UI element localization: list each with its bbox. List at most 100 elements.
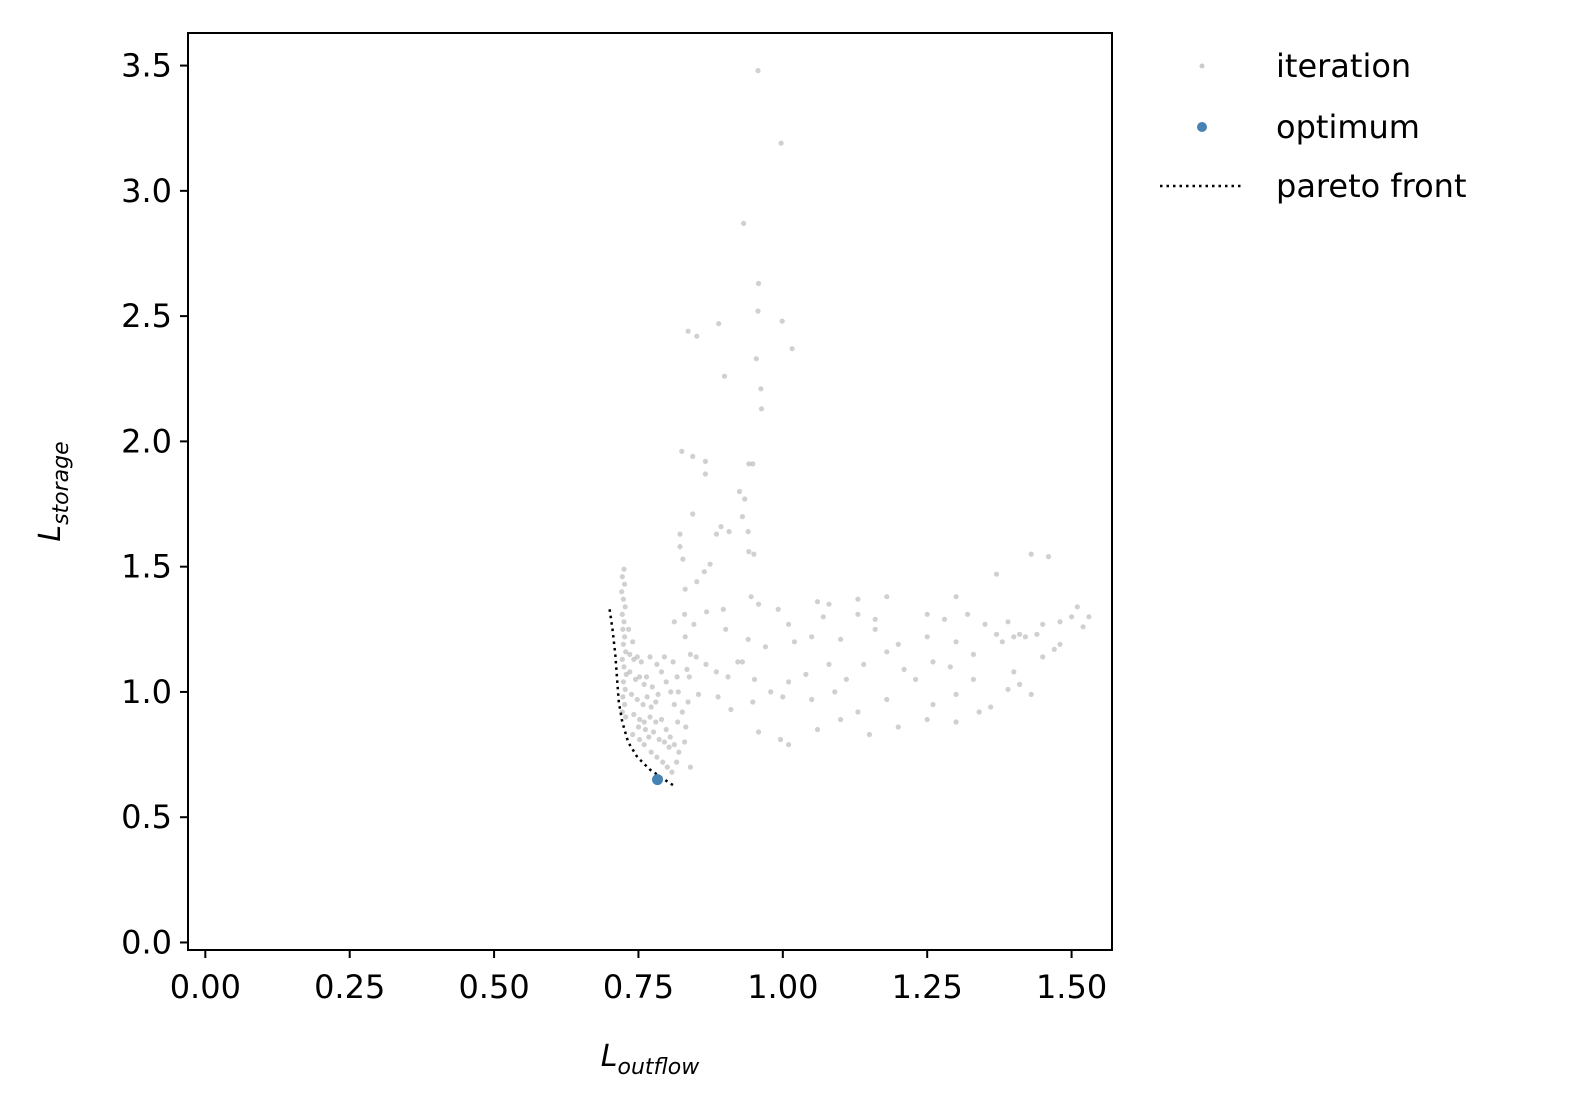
iteration-point — [669, 769, 675, 775]
iteration-point — [970, 676, 977, 683]
iteration-point — [779, 318, 785, 324]
iteration-point — [650, 729, 657, 735]
iteration-point — [642, 726, 649, 733]
iteration-point — [755, 308, 761, 314]
y-tick-label: 1.0 — [121, 673, 172, 711]
iteration-point — [647, 654, 653, 660]
iteration-point — [661, 654, 668, 660]
iteration-point — [1011, 669, 1017, 675]
iteration-point — [680, 556, 686, 562]
iteration-point — [713, 669, 720, 675]
iteration-point — [1086, 614, 1092, 620]
iteration-point — [648, 749, 654, 755]
iteration-point — [1080, 624, 1086, 630]
iteration-point — [746, 549, 752, 555]
x-axis-label: Loutflow — [601, 1039, 700, 1080]
iteration-point — [809, 696, 815, 703]
iteration-point — [637, 736, 643, 743]
iteration-point — [694, 333, 700, 339]
iteration-point — [758, 406, 765, 412]
iteration-point — [663, 679, 669, 685]
iteration-point — [777, 736, 784, 743]
iteration-point — [814, 599, 821, 605]
iteration-point — [970, 651, 977, 658]
iteration-point — [993, 631, 1000, 637]
x-axis-label-sub: outflow — [618, 1055, 701, 1080]
iteration-point — [1034, 631, 1040, 637]
iteration-point — [756, 729, 762, 735]
iteration-point — [630, 731, 636, 738]
legend: iteration optimum pareto front — [1160, 47, 1466, 205]
iteration-point — [1017, 631, 1023, 637]
x-tick-label: 0.25 — [314, 968, 385, 1006]
iteration-point — [826, 661, 832, 668]
iteration-point — [735, 659, 741, 665]
iteration-point — [703, 661, 709, 668]
iteration-point — [976, 709, 982, 715]
iteration-point — [682, 611, 688, 617]
iteration-point — [1057, 619, 1063, 625]
iteration-point — [643, 674, 650, 680]
iteration-point — [999, 639, 1005, 645]
y-tick-label: 2.5 — [121, 297, 172, 335]
iteration-point — [638, 659, 644, 665]
iteration-point — [713, 531, 720, 537]
y-tick-label: 3.0 — [121, 172, 172, 210]
iteration-point — [843, 676, 850, 683]
iteration-point — [901, 666, 907, 673]
iteration-point — [1017, 681, 1023, 688]
iteration-point — [826, 601, 832, 607]
iteration-point — [762, 644, 769, 650]
iteration-point — [953, 719, 959, 725]
y-axis-label: Lstorage — [33, 441, 74, 541]
iteration-point — [671, 742, 677, 748]
iteration-point — [687, 764, 694, 770]
iteration-point — [707, 561, 713, 567]
iteration-point — [623, 649, 629, 655]
iteration-point — [644, 694, 650, 700]
iteration-point — [756, 601, 762, 607]
iteration-point — [789, 346, 795, 352]
iteration-point — [682, 586, 688, 592]
iteration-point — [755, 68, 761, 74]
iteration-point — [1028, 551, 1034, 557]
iteration-point — [655, 691, 661, 698]
iteration-point — [786, 742, 792, 748]
iteration-point — [780, 694, 786, 700]
iteration-point — [1051, 646, 1057, 652]
plot-frame — [187, 32, 1113, 951]
iteration-point — [866, 731, 873, 738]
iteration-point — [641, 681, 647, 688]
iteration-point — [690, 453, 696, 459]
legend-optimum-label: optimum — [1276, 108, 1420, 146]
iteration-point — [953, 639, 959, 645]
iteration-point — [728, 706, 734, 713]
iteration-point — [676, 749, 682, 755]
iteration-point — [675, 689, 681, 695]
iteration-point — [924, 611, 930, 617]
iteration-point — [619, 574, 625, 580]
iteration-point — [619, 656, 625, 663]
iteration-point — [1005, 619, 1011, 625]
iteration-point — [671, 619, 677, 625]
iteration-point — [628, 691, 635, 698]
x-tick-label: 0.50 — [458, 968, 529, 1006]
iteration-point — [619, 589, 625, 595]
iteration-point — [924, 716, 930, 723]
iteration-point — [654, 661, 660, 668]
iteration-point — [682, 739, 688, 745]
iteration-point — [739, 659, 746, 665]
iteration-point — [647, 714, 653, 720]
iteration-point — [702, 458, 709, 464]
iteration-point — [930, 701, 936, 708]
iteration-point — [677, 531, 683, 537]
iteration-point — [832, 689, 838, 695]
iteration-point — [725, 674, 731, 680]
iteration-point — [649, 684, 655, 690]
iteration-point — [1028, 691, 1034, 698]
iteration-point — [694, 579, 700, 585]
iteration-point — [621, 566, 627, 572]
iteration-point — [704, 609, 710, 615]
iteration-point — [621, 619, 627, 625]
iteration-point — [637, 716, 643, 723]
